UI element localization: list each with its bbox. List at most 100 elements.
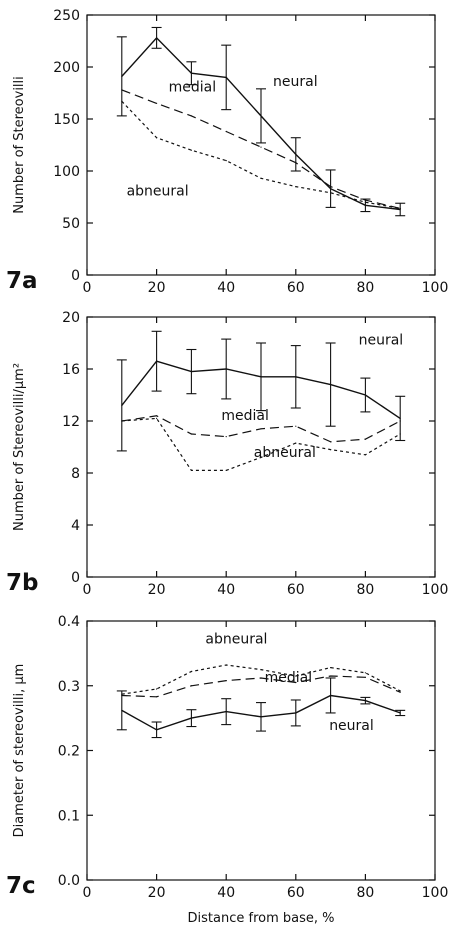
panel-7a: 0 20 40 60 80 100 0 50 100 150 200 250 Number of Ste… [6,8,448,296]
y-tick-label: 16 [62,362,80,378]
data-point [225,436,227,438]
data-point [121,420,123,422]
data-point [156,696,158,698]
data-point [190,469,192,471]
series-abneural: abneural [121,417,401,471]
y-tick-label: 8 [71,466,80,482]
data-point [190,149,192,151]
data-point [260,677,262,679]
x-tick-label: 0 [83,280,92,296]
data-point [295,675,297,677]
data-point [330,675,332,677]
plot-frame [86,316,436,578]
data-point [364,199,366,201]
panel-label: 7a [6,268,38,294]
y-axis-label: Number of Stereovilli [12,76,27,214]
data-point [295,425,297,427]
x-tick-label: 100 [422,885,449,901]
data-point [156,415,158,417]
data-point [260,177,262,179]
data-point [225,679,227,682]
series-label-medial: medial [169,79,217,95]
series-neural: neural [116,677,406,739]
data-point [260,428,262,430]
data-point [399,690,401,692]
data-point [121,100,123,102]
data-point [260,456,262,458]
series-label-neural: neural [329,718,374,734]
data-point [295,442,297,444]
series-label-medial: medial [221,408,269,424]
data-point [156,417,158,419]
series-label-abneural: abneural [127,184,189,200]
data-point [190,685,192,687]
y-tick-label: 0 [71,268,80,284]
x-tick-label: 80 [356,885,374,901]
data-point [260,668,262,671]
y-axis-label: Number of Stereovilli/μm² [12,363,27,531]
data-point [225,469,227,471]
series-label-neural: neural [359,333,404,349]
data-point [399,207,401,210]
x-tick-label: 40 [217,280,235,296]
y-axis-label: Diameter of stereovilli, μm [12,664,27,838]
y-tick-label: 0 [71,570,80,586]
data-point [295,162,297,164]
panel-7c: 0 20 40 60 80 100 0.0 0.1 0.2 0.3 0.4 Diameter of s… [6,614,448,926]
series-line-medial [121,89,401,209]
x-tick-label: 40 [217,885,235,901]
data-point [121,693,123,695]
series-abneural: abneural [121,632,401,695]
y-tick-label: 0.1 [58,808,80,824]
x-tick-label: 40 [217,582,235,598]
data-point [330,667,332,669]
series-neural: neural [116,330,406,452]
data-point [190,670,192,673]
plot-frame [86,620,436,881]
x-tick-label: 100 [422,582,449,598]
series-medial: medial [121,670,401,698]
data-point [225,664,227,666]
x-tick-label: 80 [356,582,374,598]
y-tick-label: 0.2 [58,744,80,760]
series-abneural: abneural [121,100,401,210]
data-point [330,441,332,443]
data-point [330,192,332,194]
y-tick-label: 12 [62,414,80,430]
x-tick-label: 0 [83,582,92,598]
data-point [295,681,297,684]
data-point [121,694,123,697]
x-tick-label: 60 [287,885,305,901]
y-tick-label: 150 [53,112,80,128]
x-tick-label: 20 [148,280,166,296]
x-axis-label: Distance from base, % [188,911,335,926]
y-tick-label: 50 [62,216,80,232]
series-label-neural: neural [273,74,318,90]
plot-frame [86,14,436,276]
series-label-abneural: abneural [254,445,316,461]
x-tick-label: 60 [287,582,305,598]
data-point [190,115,192,117]
data-point [156,102,158,104]
data-point [364,438,366,440]
data-point [330,449,332,451]
data-point [156,137,158,139]
series-label-abneural: abneural [205,632,267,648]
data-point [225,130,227,133]
data-point [295,186,297,188]
series-label-medial: medial [265,670,313,686]
y-tick-label: 4 [71,518,80,534]
panel-label: 7b [6,570,38,596]
panel-7b: 0 20 40 60 80 100 0 4 8 12 16 20 Number of Stereovil… [6,310,448,598]
y-tick-label: 100 [53,164,80,180]
series-neural: neural [116,26,406,217]
data-point [121,89,123,91]
data-point [190,433,192,435]
y-tick-label: 0.0 [58,873,80,889]
data-point [156,688,158,690]
data-point [330,186,332,188]
data-point [364,676,366,678]
data-point [364,454,366,456]
y-tick-label: 20 [62,310,80,326]
